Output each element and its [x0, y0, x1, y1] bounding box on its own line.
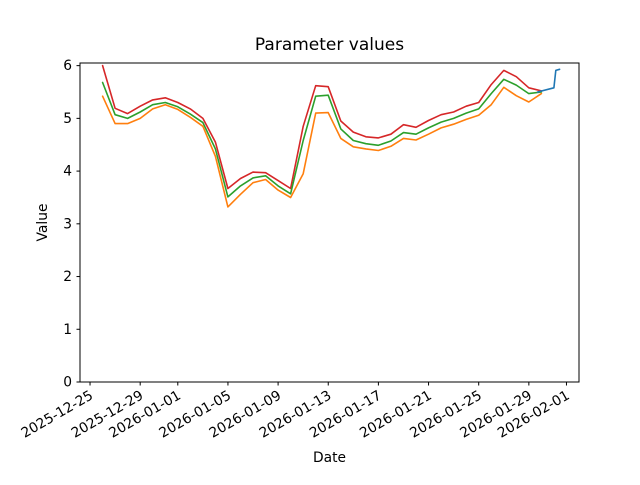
- series-blue-line: [536, 68, 561, 93]
- chart-title: Parameter values: [255, 35, 404, 55]
- x-axis-label: Date: [313, 450, 346, 466]
- y-tick-label: 2: [63, 269, 72, 285]
- plot-border: [79, 62, 580, 383]
- series-green-line: [101, 78, 543, 198]
- y-tick-label: 4: [63, 164, 72, 180]
- y-axis-label: Value: [35, 204, 51, 242]
- y-tick-label: 6: [63, 58, 72, 74]
- series-orange-line: [101, 86, 543, 208]
- plot-area: 2025-12-252025-12-292026-01-012026-01-05…: [19, 58, 580, 442]
- y-tick-label: 5: [63, 111, 72, 127]
- y-tick-label: 3: [63, 216, 72, 232]
- y-tick-label: 1: [63, 322, 72, 338]
- series-red-line: [101, 64, 543, 190]
- y-tick-label: 0: [63, 375, 72, 391]
